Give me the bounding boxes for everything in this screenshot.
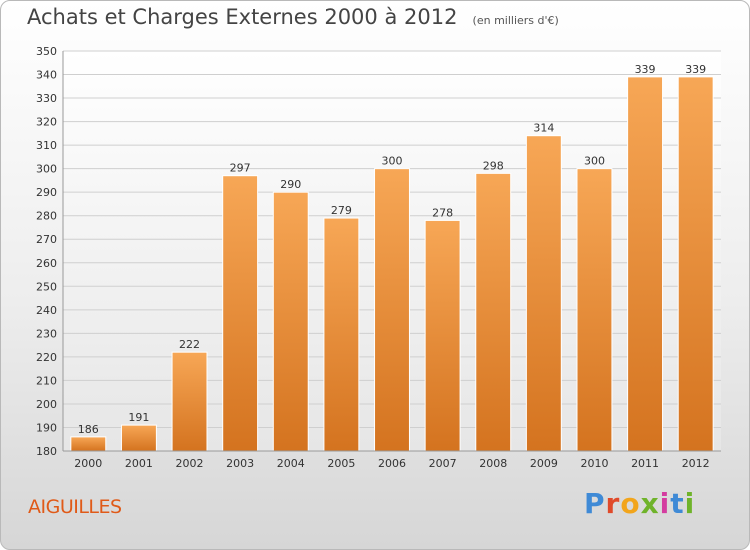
logo-letter: t xyxy=(670,487,685,520)
logo-letter: i xyxy=(684,487,696,520)
x-tick-label: 2012 xyxy=(682,457,710,470)
value-label: 186 xyxy=(78,423,99,436)
logo-letter: i xyxy=(659,487,671,520)
x-tick-label: 2001 xyxy=(125,457,153,470)
y-tick-label: 340 xyxy=(36,69,57,82)
y-tick-label: 210 xyxy=(36,374,57,387)
bar-2010 xyxy=(576,168,613,452)
bar-2004 xyxy=(272,191,309,452)
proxiti-logo[interactable]: Proxiti xyxy=(584,487,695,520)
value-label: 300 xyxy=(584,155,605,168)
x-tick-label: 2005 xyxy=(327,457,355,470)
y-tick-label: 310 xyxy=(36,139,57,152)
logo-letter: o xyxy=(620,487,641,520)
x-tick-label: 2006 xyxy=(378,457,406,470)
y-tick-label: 200 xyxy=(36,398,57,411)
value-label: 339 xyxy=(685,63,706,76)
x-tick-label: 2008 xyxy=(479,457,507,470)
bars-layer: 186 191 222 297 290 279 300 278 298 314 300 339 339 xyxy=(70,63,714,452)
value-label: 278 xyxy=(432,206,453,219)
value-label: 298 xyxy=(483,159,504,172)
y-tick-label: 230 xyxy=(36,327,57,340)
y-tick-label: 290 xyxy=(36,186,57,199)
value-label: 222 xyxy=(179,338,200,351)
y-tick-label: 180 xyxy=(36,445,57,458)
value-label: 191 xyxy=(128,411,149,424)
bar-2007 xyxy=(424,219,461,452)
y-tick-label: 300 xyxy=(36,163,57,176)
axis-layer: 180 190 200 210 220 230 240 250 260 270 280 290 300 3… xyxy=(36,45,721,470)
y-tick-label: 240 xyxy=(36,304,57,317)
chart-subtitle: (en milliers d'€) xyxy=(472,14,559,27)
bar-2003 xyxy=(222,175,259,452)
y-tick-label: 220 xyxy=(36,351,57,364)
y-tick-label: 350 xyxy=(36,45,57,58)
bar-2012 xyxy=(677,76,714,452)
value-label: 300 xyxy=(382,155,403,168)
y-tick-label: 260 xyxy=(36,257,57,270)
chart-title-row: Achats et Charges Externes 2000 à 2012 (… xyxy=(27,5,559,29)
y-tick-label: 270 xyxy=(36,233,57,246)
value-label: 279 xyxy=(331,204,352,217)
commune-name: AIGUILLES xyxy=(28,496,122,518)
logo-letter: x xyxy=(640,487,660,520)
bar-2001 xyxy=(120,424,157,452)
x-tick-label: 2007 xyxy=(429,457,457,470)
bar-2005 xyxy=(323,217,360,452)
bar-2009 xyxy=(525,135,562,452)
y-tick-label: 250 xyxy=(36,280,57,293)
x-tick-label: 2000 xyxy=(74,457,102,470)
bar-2000 xyxy=(70,436,107,452)
bar-2002 xyxy=(171,351,208,452)
bar-2008 xyxy=(475,172,512,452)
value-label: 339 xyxy=(635,63,656,76)
x-tick-label: 2009 xyxy=(530,457,558,470)
x-tick-label: 2004 xyxy=(277,457,305,470)
x-tick-label: 2002 xyxy=(176,457,204,470)
y-tick-label: 330 xyxy=(36,92,57,105)
value-label: 290 xyxy=(280,178,301,191)
x-tick-label: 2003 xyxy=(226,457,254,470)
y-tick-label: 280 xyxy=(36,210,57,223)
chart-title: Achats et Charges Externes 2000 à 2012 xyxy=(27,5,458,29)
x-tick-label: 2010 xyxy=(580,457,608,470)
logo-letter: P xyxy=(584,487,606,520)
y-tick-label: 320 xyxy=(36,116,57,129)
value-label: 314 xyxy=(533,122,554,135)
bar-2006 xyxy=(374,168,410,452)
x-tick-label: 2011 xyxy=(631,457,659,470)
y-tick-label: 190 xyxy=(36,421,57,434)
value-label: 297 xyxy=(230,162,251,175)
logo-letter: r xyxy=(605,487,621,520)
bar-2011 xyxy=(627,76,664,452)
